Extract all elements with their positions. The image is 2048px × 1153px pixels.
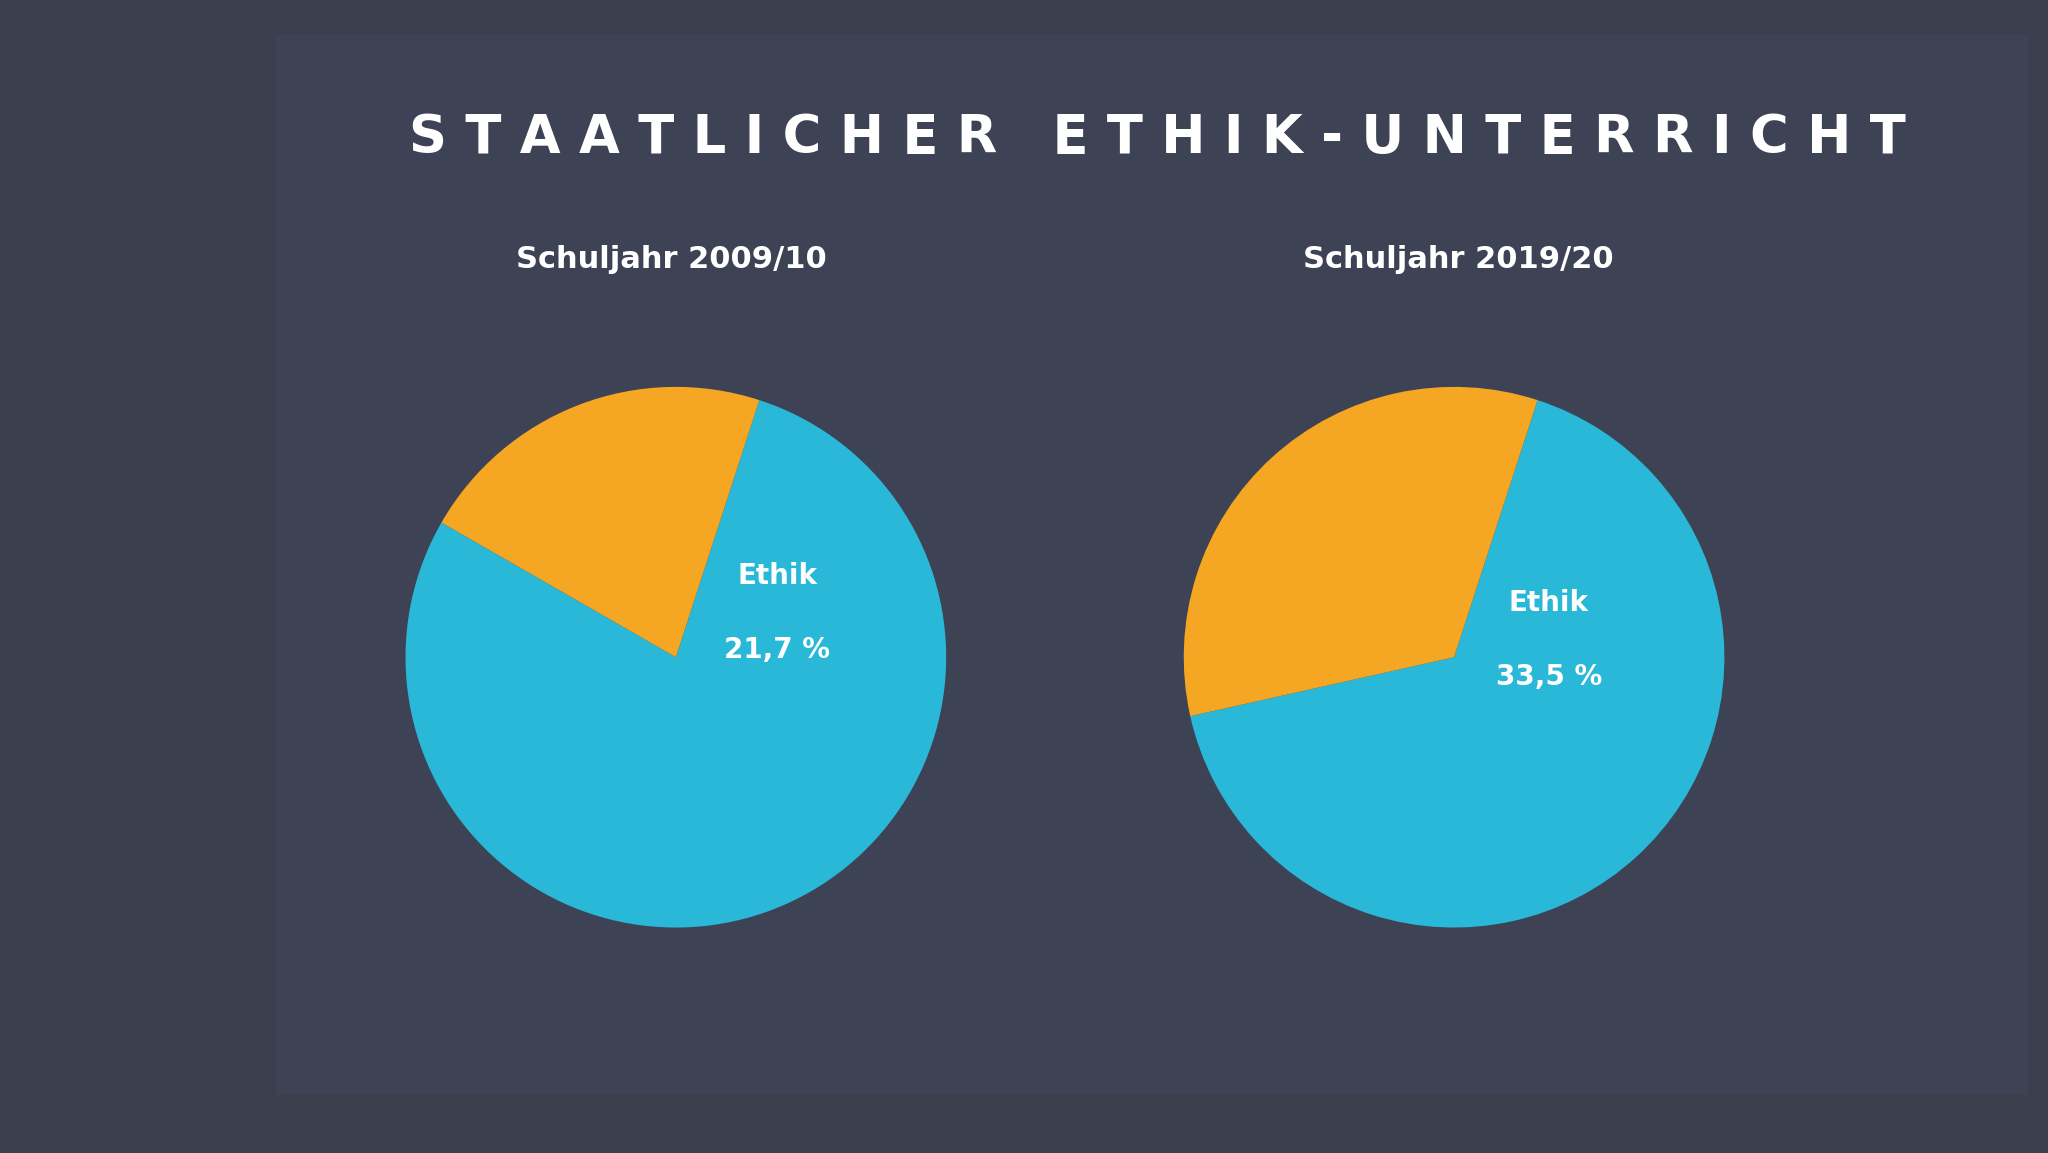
Text: S T A A T L I C H E R   E T H I K - U N T E R R I C H T: S T A A T L I C H E R E T H I K - U N T … bbox=[410, 112, 1905, 165]
Wedge shape bbox=[1190, 400, 1724, 927]
Text: 21,7 %: 21,7 % bbox=[725, 636, 829, 664]
Text: 33,5 %: 33,5 % bbox=[1495, 663, 1602, 692]
Text: Ethik: Ethik bbox=[1509, 589, 1589, 617]
Wedge shape bbox=[406, 400, 946, 927]
Text: Schuljahr 2019/20: Schuljahr 2019/20 bbox=[1303, 244, 1614, 274]
Text: Schuljahr 2009/10: Schuljahr 2009/10 bbox=[516, 244, 827, 274]
Text: Ethik: Ethik bbox=[737, 563, 817, 590]
Wedge shape bbox=[442, 387, 760, 657]
Wedge shape bbox=[1184, 387, 1538, 716]
